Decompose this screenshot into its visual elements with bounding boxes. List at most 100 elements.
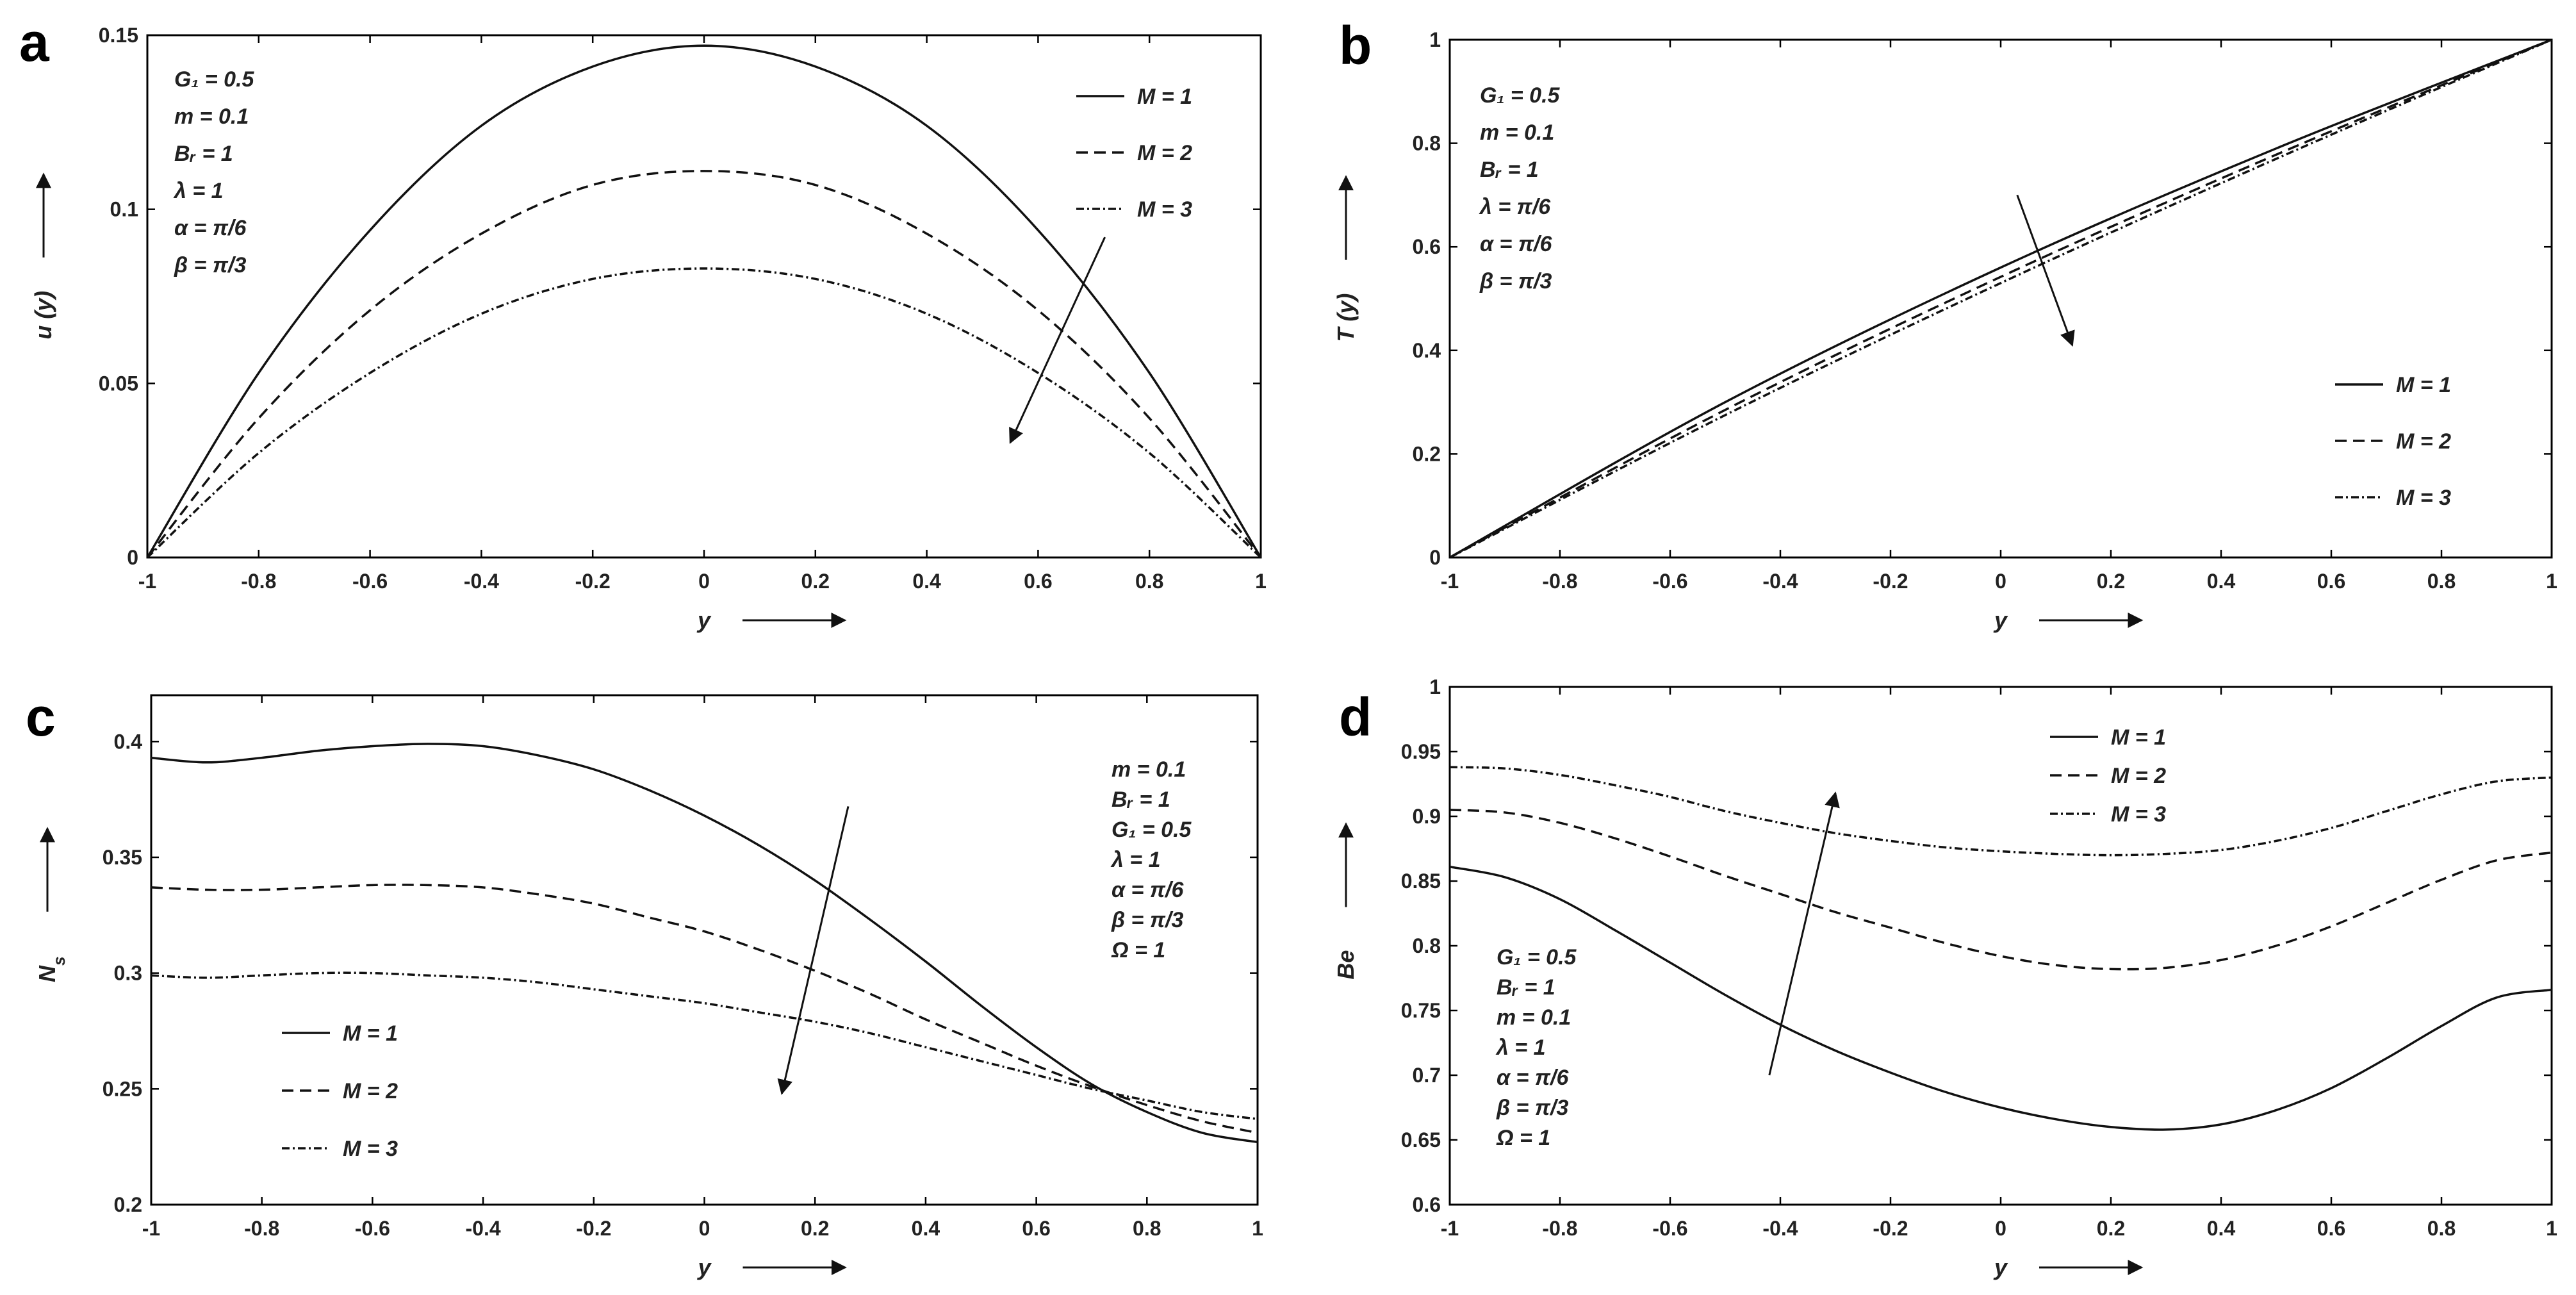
series-line-m1 xyxy=(1450,866,2552,1131)
series-line-m1 xyxy=(1450,40,2552,557)
series-line-m3 xyxy=(1450,766,2552,857)
parameter-annotation: β = π/3 xyxy=(174,253,247,277)
y-tick-label: 0.2 xyxy=(114,1193,142,1216)
legend-label-m1: M = 1 xyxy=(2111,725,2166,750)
parameter-annotation: Bᵣ = 1 xyxy=(1112,788,1170,812)
x-tick-label: 0.6 xyxy=(1024,570,1052,593)
legend-label-m1: M = 1 xyxy=(1137,85,1192,109)
x-tick-label: 0.6 xyxy=(2317,570,2345,593)
series-line-m3 xyxy=(147,267,1261,557)
y-tick-label: 0.6 xyxy=(1413,235,1441,258)
x-tick-label: 0.6 xyxy=(1022,1217,1050,1240)
panel-c: c -1 -0.8 -0.6 -0.4 -0.2 0 0.2 0.4 0.6 0.8 1 0.2 0.25… xyxy=(26,687,1263,1280)
parameter-annotation: G₁ = 0.5 xyxy=(1112,818,1192,842)
legend-label-m2: M = 2 xyxy=(1137,141,1192,165)
y-tick-label: 1 xyxy=(1429,28,1441,51)
y-tick-label: 0.2 xyxy=(1413,442,1441,465)
x-axis-label: y xyxy=(1993,1254,2008,1280)
y-tick-label: 0.8 xyxy=(1413,132,1441,155)
x-tick-label: -1 xyxy=(1441,570,1459,593)
parameter-annotation: m = 0.1 xyxy=(1480,120,1554,145)
x-tick-label: -0.6 xyxy=(355,1217,390,1240)
y-tick-label: 0.9 xyxy=(1413,805,1441,828)
y-tick-label: 0.85 xyxy=(1401,870,1441,893)
x-tick-label: -0.6 xyxy=(1652,570,1687,593)
panel-letter: c xyxy=(26,687,56,747)
x-tick-label: 0.2 xyxy=(2097,570,2125,593)
parameter-annotation: α = π/6 xyxy=(1497,1066,1569,1090)
series-line-m1 xyxy=(147,44,1261,557)
y-tick-label: 0.75 xyxy=(1401,999,1441,1022)
y-tick-label: 0.8 xyxy=(1413,934,1441,957)
legend-label-m2: M = 2 xyxy=(343,1079,398,1103)
x-tick-label: -0.8 xyxy=(1542,1217,1577,1240)
series-line-m2 xyxy=(1450,809,2552,971)
x-tick-label: -0.4 xyxy=(466,1217,501,1240)
panel-d: d -1 -0.8 -0.6 -0.4 -0.2 0 0.2 0.4 0.6 0.8 1 0.6 0.65… xyxy=(1333,675,2557,1280)
y-tick-label: 1 xyxy=(1429,675,1441,698)
panel-b: b -1 -0.8 -0.6 -0.4 -0.2 0 0.2 0.4 0.6 0.8 1 0 0.2 0.4… xyxy=(1333,15,2557,633)
x-axis-label: y xyxy=(696,607,712,633)
y-tick-label: 0.25 xyxy=(103,1077,142,1100)
x-tick-label: 0.4 xyxy=(2207,570,2236,593)
x-tick-label: -0.8 xyxy=(1542,570,1577,593)
parameter-annotation: G₁ = 0.5 xyxy=(1480,83,1561,108)
trend-arrow xyxy=(1768,791,1840,1076)
parameter-annotation: β = π/3 xyxy=(1479,269,1552,293)
y-axis-label: u (y) xyxy=(30,291,56,340)
x-axis-label: y xyxy=(696,1254,712,1280)
x-tick-label: 0.2 xyxy=(801,570,830,593)
plot-frame xyxy=(1448,686,2553,1206)
legend-label-m3: M = 3 xyxy=(2111,802,2166,827)
y-tick-label: 0.15 xyxy=(99,24,138,47)
legend-label-m3: M = 3 xyxy=(1137,197,1192,222)
x-tick-label: -1 xyxy=(138,570,156,593)
x-tick-label: 0.4 xyxy=(912,570,941,593)
y-tick-label: 0.7 xyxy=(1413,1064,1441,1087)
parameter-annotation: λ = 1 xyxy=(173,179,224,203)
parameter-annotation: m = 0.1 xyxy=(174,104,249,129)
x-tick-label: 1 xyxy=(1252,1217,1263,1240)
legend-label-m2: M = 2 xyxy=(2396,429,2451,454)
plot-frame xyxy=(150,694,1259,1206)
parameter-annotation: Ω = 1 xyxy=(1111,938,1165,962)
x-tick-label: 0.8 xyxy=(1135,570,1163,593)
x-tick-label: 0.6 xyxy=(2317,1217,2345,1240)
trend-arrow xyxy=(777,806,849,1095)
x-tick-label: 0 xyxy=(1995,1217,2006,1240)
x-tick-label: 0 xyxy=(1995,570,2006,593)
y-tick-label: 0.3 xyxy=(114,962,142,985)
trend-arrow xyxy=(2016,194,2075,347)
y-tick-label: 0 xyxy=(1429,546,1441,569)
x-tick-label: 0.8 xyxy=(1133,1217,1161,1240)
x-tick-label: -0.6 xyxy=(1652,1217,1687,1240)
parameter-annotation: Bᵣ = 1 xyxy=(1480,158,1539,182)
parameter-annotation: λ = π/6 xyxy=(1479,195,1551,219)
y-tick-label: 0.4 xyxy=(1413,339,1441,362)
y-tick-label: 0.4 xyxy=(114,730,143,753)
x-tick-label: -0.8 xyxy=(241,570,276,593)
series-line-m2 xyxy=(1450,40,2552,557)
y-axis-label: Ns xyxy=(34,957,69,982)
x-tick-label: 0.2 xyxy=(801,1217,829,1240)
x-tick-label: -0.4 xyxy=(464,570,499,593)
parameter-annotation: α = π/6 xyxy=(174,216,247,240)
x-tick-label: 0.8 xyxy=(2427,570,2456,593)
parameter-annotation: β = π/3 xyxy=(1496,1096,1569,1120)
series-line-m3 xyxy=(1450,40,2552,557)
panel-letter: d xyxy=(1339,687,1372,747)
parameter-annotation: Ω = 1 xyxy=(1496,1126,1550,1150)
x-tick-label: -0.2 xyxy=(576,1217,611,1240)
x-axis-label: y xyxy=(1993,607,2008,633)
y-tick-label: 0.05 xyxy=(99,372,138,395)
x-tick-label: 1 xyxy=(1255,570,1267,593)
parameter-annotation: G₁ = 0.5 xyxy=(174,67,255,92)
series-line-m3 xyxy=(151,971,1258,1121)
x-tick-label: 0.4 xyxy=(912,1217,940,1240)
legend-label-m3: M = 3 xyxy=(2396,486,2451,510)
x-tick-label: -0.4 xyxy=(1762,570,1798,593)
parameter-annotation: α = π/6 xyxy=(1480,232,1552,256)
x-tick-label: -0.2 xyxy=(1873,570,1908,593)
x-tick-label: -0.8 xyxy=(244,1217,279,1240)
